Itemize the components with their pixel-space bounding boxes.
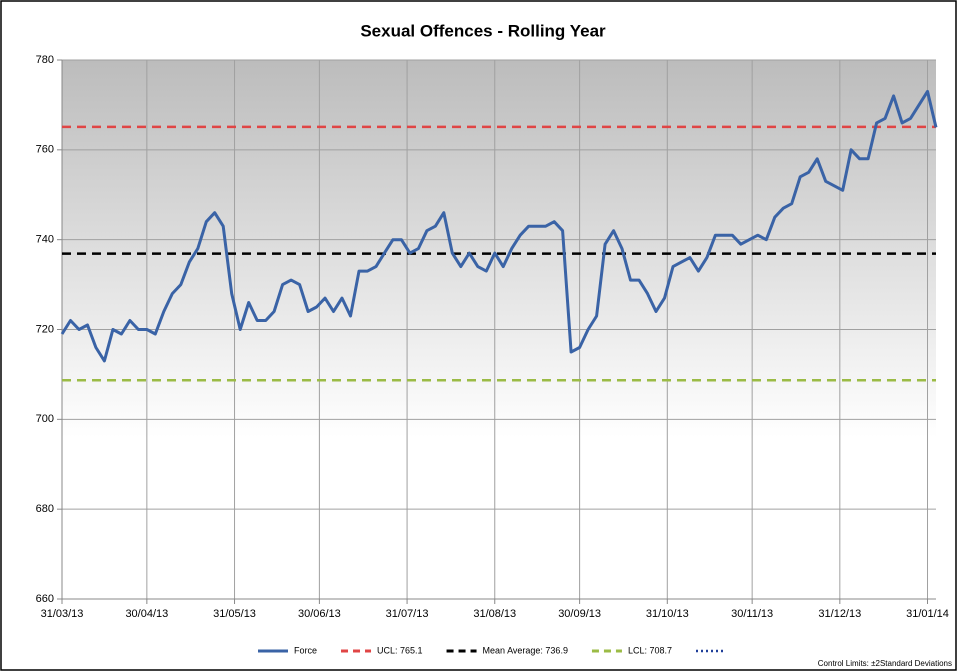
x-tick-label: 30/09/13 — [558, 608, 601, 620]
y-tick-label: 740 — [36, 234, 54, 246]
x-tick-label: 31/10/13 — [646, 608, 689, 620]
legend-label: LCL: 708.7 — [628, 645, 672, 655]
x-tick-label: 30/04/13 — [125, 608, 168, 620]
series-line — [60, 89, 938, 363]
legend-label: Mean Average: 736.9 — [483, 645, 568, 655]
x-tick-label: 30/06/13 — [298, 608, 341, 620]
footnote: Control Limits: ±2Standard Deviations — [818, 659, 952, 668]
y-tick-label: 760 — [36, 144, 54, 156]
x-tick-label: 31/01/14 — [906, 608, 949, 620]
chart-title: Sexual Offences - Rolling Year — [360, 21, 606, 40]
x-tick-label: 31/08/13 — [473, 608, 516, 620]
y-tick-label: 660 — [36, 593, 54, 605]
y-tick-label: 780 — [36, 54, 54, 66]
x-tick-label: 31/05/13 — [213, 608, 256, 620]
legend-label: UCL: 765.1 — [377, 645, 423, 655]
x-tick-label: 31/12/13 — [818, 608, 861, 620]
x-tick-label: 31/03/13 — [41, 608, 84, 620]
x-tick-label: 31/07/13 — [386, 608, 429, 620]
y-tick-label: 700 — [36, 413, 54, 425]
legend-label: Force — [294, 645, 317, 655]
x-tick-label: 30/11/13 — [731, 608, 773, 620]
y-tick-label: 720 — [36, 323, 54, 335]
y-tick-label: 680 — [36, 503, 54, 515]
